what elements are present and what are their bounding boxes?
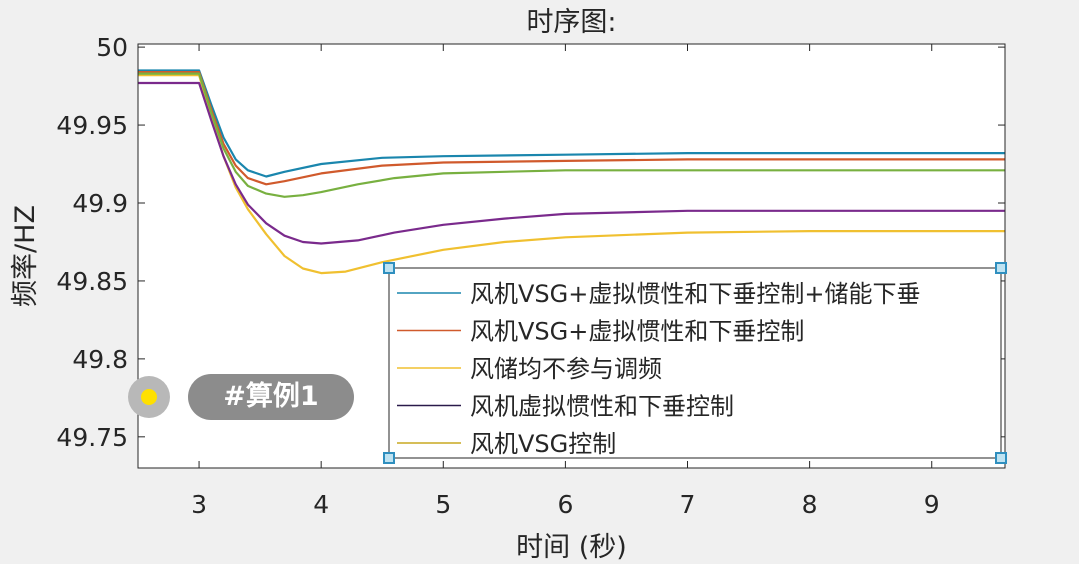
selection-handle-2[interactable] (995, 262, 1007, 274)
record-indicator-icon[interactable] (128, 376, 170, 418)
x-tick-label: 9 (924, 490, 940, 519)
y-tick-label: 49.85 (56, 267, 128, 296)
x-axis-label: 时间 (秒) (516, 532, 627, 563)
legend-label-5: 风机VSG控制 (470, 430, 616, 458)
axes-box (137, 43, 1006, 469)
y-axis-label: 频率/HZ (10, 205, 41, 307)
legend-label-2: 风机VSG+虚拟惯性和下垂控制 (470, 318, 804, 346)
x-tick-label: 5 (435, 490, 451, 519)
x-tick-label: 6 (557, 490, 573, 519)
legend-label-4: 风机虚拟惯性和下垂控制 (470, 393, 734, 421)
legend-box (388, 267, 1002, 459)
example-tag-label[interactable]: #算例1 (188, 374, 354, 420)
x-tick-label: 7 (680, 490, 696, 519)
chart-title: 时序图: (526, 7, 616, 38)
selection-handle-3[interactable] (383, 452, 395, 464)
y-tick-label: 49.9 (72, 189, 128, 218)
y-tick-label: 49.95 (56, 111, 128, 140)
y-tick-label: 50 (96, 33, 128, 62)
x-tick-label: 8 (802, 490, 818, 519)
record-dot-icon (141, 389, 157, 405)
selection-handle-4[interactable] (995, 452, 1007, 464)
x-tick-label: 3 (191, 490, 207, 519)
series-line-4 (138, 81, 1005, 245)
legend-label-3: 风储均不参与调频 (470, 355, 662, 383)
series-line-1 (138, 69, 1005, 178)
selection-handle-1[interactable] (383, 262, 395, 274)
y-tick-label: 49.8 (72, 345, 128, 374)
legend-label-1: 风机VSG+虚拟惯性和下垂控制+储能下垂 (470, 280, 920, 308)
series-line-2 (138, 70, 1005, 186)
y-tick-label: 49.75 (56, 423, 128, 452)
series-line-5 (138, 72, 1005, 198)
x-tick-label: 4 (313, 490, 329, 519)
